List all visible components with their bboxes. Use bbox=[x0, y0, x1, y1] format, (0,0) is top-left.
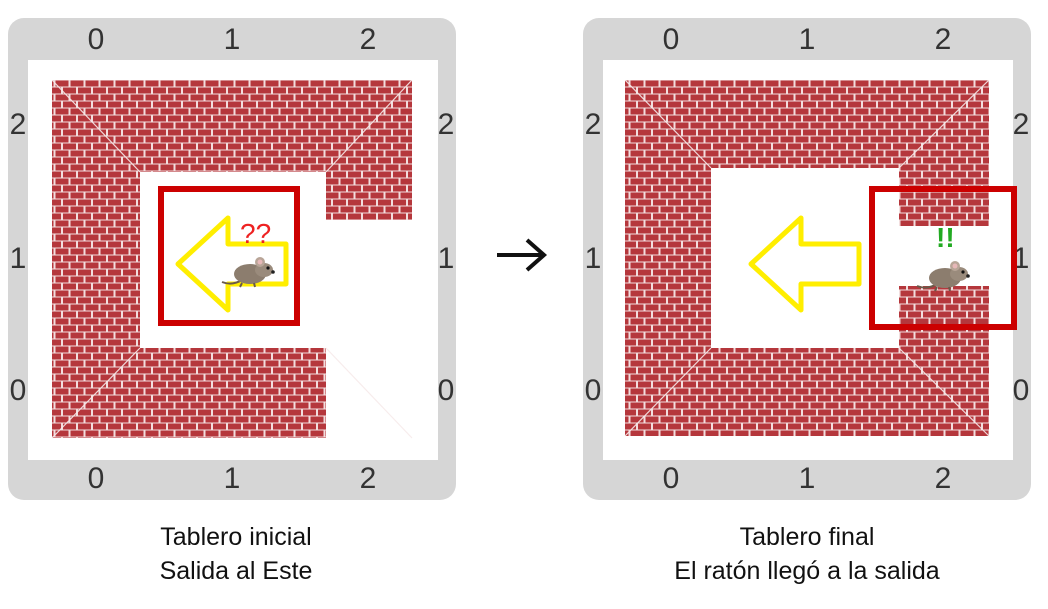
col-label-top: 1 bbox=[798, 23, 816, 56]
row-label-left: 0 bbox=[9, 374, 27, 407]
yellow-arrow-icon bbox=[175, 215, 289, 313]
col-label-bottom: 0 bbox=[87, 462, 105, 495]
col-label-top: 1 bbox=[223, 23, 241, 56]
caption-title: Tablero final bbox=[739, 523, 875, 551]
board-initial: 0 1 2 0 1 2 2 1 0 2 1 0 ?? bbox=[8, 18, 456, 500]
yellow-arrow-icon bbox=[748, 215, 862, 313]
col-label-top: 2 bbox=[934, 23, 952, 56]
mouse-icon bbox=[913, 256, 973, 292]
row-label-left: 2 bbox=[9, 108, 27, 141]
col-label-bottom: 1 bbox=[798, 462, 816, 495]
caption-title: Tablero inicial bbox=[160, 523, 312, 551]
row-label-right: 0 bbox=[437, 374, 455, 407]
caption-subtitle: El ratón llegó a la salida bbox=[674, 557, 940, 585]
right-arrow-icon bbox=[497, 238, 548, 272]
mouse-icon bbox=[218, 252, 278, 288]
row-label-left: 2 bbox=[584, 108, 602, 141]
caption-subtitle: Salida al Este bbox=[159, 557, 313, 585]
row-label-left: 1 bbox=[584, 242, 602, 275]
caption-initial: Tablero inicial Salida al Este bbox=[12, 520, 460, 588]
col-label-top: 0 bbox=[87, 23, 105, 56]
mouse-question-mark: ?? bbox=[240, 218, 272, 249]
col-label-bottom: 2 bbox=[934, 462, 952, 495]
col-label-bottom: 1 bbox=[223, 462, 241, 495]
mouse-exclaim-mark: !! bbox=[936, 222, 955, 253]
maze-walls bbox=[624, 80, 991, 437]
row-label-right: 0 bbox=[1012, 374, 1030, 407]
board-final: 0 1 2 0 1 2 2 1 0 2 1 0 !! bbox=[583, 18, 1031, 500]
maze-walls bbox=[51, 80, 416, 439]
col-label-bottom: 2 bbox=[359, 462, 377, 495]
caption-final: Tablero final El ratón llegó a la salida bbox=[583, 520, 1031, 588]
highlight-cell bbox=[869, 186, 1017, 330]
row-label-right: 2 bbox=[437, 108, 455, 141]
row-label-right: 1 bbox=[437, 242, 455, 275]
row-label-right: 2 bbox=[1012, 108, 1030, 141]
col-label-top: 2 bbox=[359, 23, 377, 56]
row-label-left: 1 bbox=[9, 242, 27, 275]
row-label-left: 0 bbox=[584, 374, 602, 407]
highlight-cell bbox=[158, 186, 300, 326]
col-label-bottom: 0 bbox=[662, 462, 680, 495]
col-label-top: 0 bbox=[662, 23, 680, 56]
